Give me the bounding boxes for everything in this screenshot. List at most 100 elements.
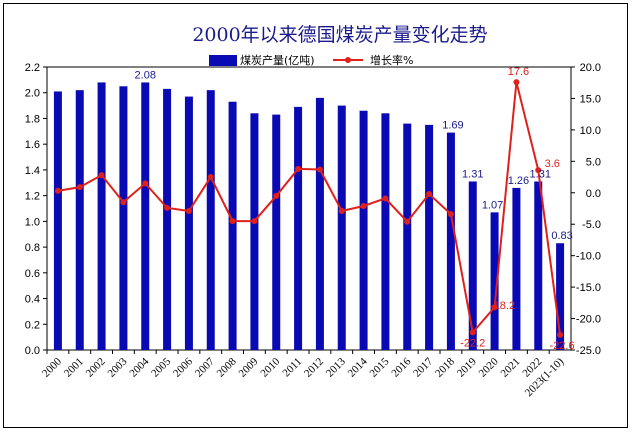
growth-rate-point-2008 bbox=[229, 218, 236, 225]
growth-rate-point-2002 bbox=[98, 172, 105, 179]
x-tick-label: 2017 bbox=[411, 355, 435, 379]
legend-line-label: 增长率% bbox=[370, 53, 413, 67]
x-tick-label: 2010 bbox=[258, 355, 282, 379]
x-tick-label: 2012 bbox=[302, 356, 326, 380]
right-axis-tick-label: -10.0 bbox=[576, 251, 601, 263]
right-axis-tick-label: -20.0 bbox=[576, 314, 601, 326]
growth-rate-point-2006 bbox=[185, 208, 192, 215]
bar-data-label: 0.83 bbox=[551, 230, 572, 242]
growth-rate-point-2021 bbox=[513, 79, 520, 86]
growth-rate-point-2013 bbox=[338, 208, 345, 215]
bar-data-label: 1.07 bbox=[482, 199, 503, 211]
rate-data-label: 17.6 bbox=[508, 66, 529, 78]
bar-2010 bbox=[272, 114, 281, 350]
bar-2021 bbox=[512, 187, 521, 350]
x-tick-label: 2006 bbox=[171, 355, 195, 379]
growth-rate-line bbox=[57, 81, 562, 336]
growth-rate-point-2022 bbox=[535, 167, 542, 174]
growth-rate-point-2005 bbox=[164, 204, 171, 211]
bar-2002 bbox=[97, 82, 106, 350]
left-axis-tick-label: 2.2 bbox=[25, 62, 40, 74]
bar-2013 bbox=[337, 105, 346, 350]
growth-rate-point-2004 bbox=[142, 180, 149, 187]
growth-rate-point-2007 bbox=[207, 174, 214, 181]
growth-rate-point-2023(1-10) bbox=[557, 331, 564, 338]
growth-rate-point-2012 bbox=[316, 166, 323, 173]
legend-bar-swatch bbox=[209, 55, 237, 66]
rate-data-label: -22.6 bbox=[550, 340, 575, 352]
right-axis-tick-label: -15.0 bbox=[576, 282, 601, 294]
bar-2019 bbox=[468, 181, 477, 350]
bar-2014 bbox=[359, 110, 368, 351]
growth-rate-point-2001 bbox=[76, 184, 83, 191]
x-tick-label: 2018 bbox=[433, 355, 457, 379]
rate-data-label: 3.6 bbox=[545, 158, 560, 170]
bar-data-label: 1.31 bbox=[530, 168, 551, 180]
growth-rate-point-2016 bbox=[404, 218, 411, 225]
left-axis-tick-label: 0.4 bbox=[25, 294, 40, 306]
bar-2003 bbox=[119, 86, 128, 350]
right-axis-tick-label: -5.0 bbox=[582, 219, 601, 231]
x-tick-label: 2000 bbox=[40, 355, 64, 379]
x-tick-label: 2021 bbox=[498, 356, 522, 380]
x-tick-label: 2004 bbox=[127, 355, 151, 379]
chart-frame bbox=[3, 3, 628, 428]
left-axis-tick-label: 0.2 bbox=[25, 319, 40, 331]
left-axis-tick-label: 0.0 bbox=[25, 345, 40, 357]
growth-rate-point-2010 bbox=[273, 192, 280, 199]
bar-data-label: 1.69 bbox=[442, 120, 463, 132]
legend-line-marker bbox=[345, 57, 351, 63]
bar-2015 bbox=[381, 113, 390, 351]
bar-2006 bbox=[184, 96, 193, 350]
growth-rate-point-2020 bbox=[491, 304, 498, 311]
left-axis-tick-label: 0.6 bbox=[25, 268, 40, 280]
x-tick-label: 2009 bbox=[236, 355, 260, 379]
x-tick-label: 2016 bbox=[389, 355, 413, 379]
growth-rate-point-2003 bbox=[120, 199, 127, 206]
growth-rate-point-2019 bbox=[469, 329, 476, 336]
right-axis-tick-label: 0.0 bbox=[586, 188, 601, 200]
bar-data-label: 2.08 bbox=[135, 69, 156, 81]
x-tick-label: 2013 bbox=[324, 355, 348, 379]
bar-2000 bbox=[53, 91, 62, 350]
bar-data-label: 1.31 bbox=[462, 168, 483, 180]
right-axis-tick-label: -25.0 bbox=[576, 345, 601, 357]
bar-2009 bbox=[250, 113, 259, 351]
left-axis-tick-label: 1.8 bbox=[25, 113, 40, 125]
left-axis-tick-label: 0.8 bbox=[25, 242, 40, 254]
legend-bar-label: 煤炭产量(亿吨) bbox=[240, 53, 315, 67]
x-tick-label: 2015 bbox=[367, 355, 391, 379]
right-axis-tick-label: 10.0 bbox=[580, 125, 601, 137]
left-axis-tick-label: 1.4 bbox=[25, 165, 40, 177]
bar-2017 bbox=[425, 124, 434, 351]
bar-2018 bbox=[446, 132, 455, 350]
right-axis-tick-label: 15.0 bbox=[580, 93, 601, 105]
chart-title: 2000年以来德国煤炭产量变化走势 bbox=[192, 24, 487, 46]
left-axis-tick-label: 1.6 bbox=[25, 139, 40, 151]
growth-rate-point-2009 bbox=[251, 218, 258, 225]
x-tick-label: 2019 bbox=[455, 355, 479, 379]
bar-2012 bbox=[315, 97, 324, 350]
legend: 煤炭产量(亿吨) 增长率% bbox=[209, 53, 413, 67]
x-tick-label: 2020 bbox=[477, 355, 501, 379]
x-tick-label: 2008 bbox=[215, 355, 239, 379]
bar-2005 bbox=[163, 88, 172, 351]
bar-2016 bbox=[403, 123, 412, 350]
growth-rate-point-2000 bbox=[54, 187, 61, 194]
x-tick-label: 2002 bbox=[84, 356, 108, 380]
right-axis-tick-label: 5.0 bbox=[586, 156, 601, 168]
left-axis-tick-label: 1.2 bbox=[25, 191, 40, 203]
growth-rate-point-2014 bbox=[360, 202, 367, 209]
rate-data-label: -22.2 bbox=[460, 337, 485, 349]
rate-data-label: -18.2 bbox=[490, 300, 515, 312]
x-tick-label: 2005 bbox=[149, 355, 173, 379]
plot-area: 0.0 0.2 0.4 0.6 0.8 1.0 1.2 1.4 1.6 1.8 2.0 2.2 -25.… bbox=[25, 62, 601, 399]
growth-rate-point-2015 bbox=[382, 195, 389, 202]
growth-rate-point-2018 bbox=[447, 211, 454, 218]
left-axis-tick-label: 1.0 bbox=[25, 216, 40, 228]
growth-rate-point-2017 bbox=[426, 191, 433, 198]
bar-data-label: 1.26 bbox=[508, 175, 529, 187]
growth-rate-point-2011 bbox=[295, 165, 302, 172]
left-axis-tick-label: 2.0 bbox=[25, 88, 40, 100]
